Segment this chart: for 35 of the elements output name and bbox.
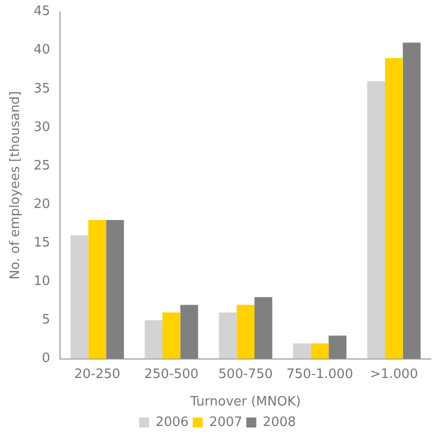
y-tick-label: 25 [34,158,50,174]
y-tick-label: 30 [34,120,50,135]
y-tick-label: 15 [34,236,50,251]
bar [385,58,403,359]
bar [88,220,106,359]
bar [144,320,162,359]
x-tick-label: 250-500 [144,366,199,382]
bar [106,220,124,359]
bar [218,312,237,359]
bar [367,81,386,359]
x-tick-label: 750-1.000 [286,366,354,382]
y-axis-title: No. of employees [thousand] [8,91,24,280]
x-axis-title: Turnover (MNOK) [189,394,301,410]
bar [180,304,198,359]
bar [236,304,254,359]
bar [254,297,272,359]
legend-label: 2006 [156,414,189,430]
bar [70,235,88,359]
y-tick-label: 10 [34,274,50,290]
y-tick-label: 0 [42,351,50,366]
x-tick-label: 500-750 [218,366,273,382]
bar [162,312,180,359]
bar [293,343,311,359]
y-tick-label: 5 [42,312,50,328]
bar [328,336,346,359]
x-tick-label: >1.000 [370,366,418,382]
legend-label: 2008 [262,414,296,430]
y-tick-label: 40 [34,42,50,58]
legend-label: 2007 [209,414,242,430]
y-tick-label: 20 [34,196,50,212]
x-tick-label: 20-250 [74,366,120,382]
bar [310,343,329,359]
y-tick-label: 45 [34,4,50,20]
bar [402,42,421,359]
y-tick-label: 35 [34,81,50,96]
